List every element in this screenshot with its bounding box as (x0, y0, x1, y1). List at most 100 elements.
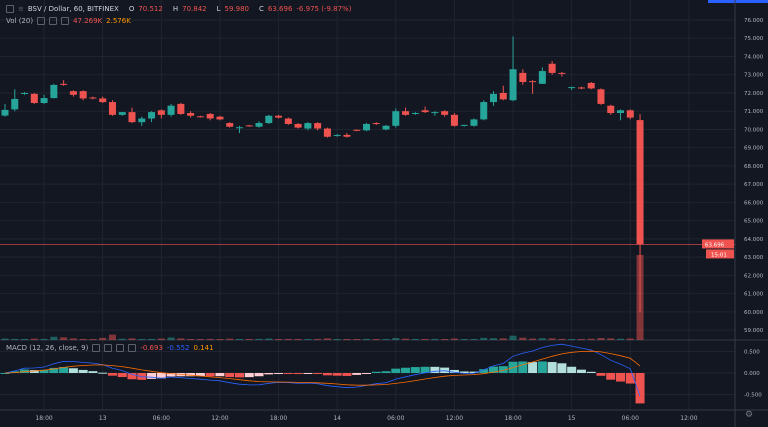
close-icon[interactable] (61, 17, 70, 25)
candle-body (148, 112, 156, 119)
volume-bar (617, 338, 625, 340)
candle-body (235, 127, 243, 129)
open-value: 70.512 (138, 5, 163, 13)
macd-histogram-bar (78, 369, 88, 373)
macd-histogram-bar (244, 373, 254, 378)
candle-body (490, 93, 497, 103)
candle-body (353, 129, 361, 131)
candle-body (617, 110, 625, 114)
volume-bar (411, 339, 419, 340)
macd-histogram-bar (195, 373, 205, 377)
volume-title[interactable]: Vol (20) (6, 17, 34, 25)
volume-bar (216, 339, 224, 340)
candle-body (314, 123, 322, 129)
candle-body (40, 98, 48, 103)
macd-histogram-bar (313, 373, 323, 374)
volume-bar (1, 338, 9, 340)
macd-histogram-bar (254, 373, 264, 377)
macd-histogram-bar (371, 371, 381, 373)
minus-square-icon[interactable] (6, 5, 14, 13)
volume-bar (333, 339, 341, 340)
volume-bar (568, 339, 576, 340)
candle-body (196, 116, 204, 118)
macd-histogram-bar (420, 366, 430, 373)
candle-body (128, 112, 136, 123)
candle-body (216, 116, 224, 120)
macd-histogram-bar (479, 369, 489, 373)
high-label: H (172, 5, 179, 13)
candle-body (392, 111, 400, 126)
macd-histogram-bar (39, 369, 49, 373)
close-icon[interactable] (128, 344, 137, 352)
candle-body (343, 134, 351, 137)
signal-line (4, 350, 641, 386)
current-price-badge (702, 239, 734, 249)
macd-histogram-bar (20, 369, 30, 373)
volume-bar (235, 339, 243, 340)
candle-body (577, 87, 585, 89)
candle-body (558, 72, 566, 74)
gear-icon[interactable]: ⚙ (745, 410, 754, 420)
open-label: O (128, 5, 135, 13)
candle-body (177, 103, 185, 114)
candle-body (519, 72, 527, 83)
top-toolbar-button[interactable] (708, 0, 768, 3)
macd-title[interactable]: MACD (12, 26, close, 9) (6, 344, 89, 352)
countdown-label: 15:01 (711, 252, 727, 258)
candle-body (275, 115, 283, 118)
macd-histogram-bar (205, 373, 215, 377)
candle-body (333, 134, 341, 136)
candle-body (470, 119, 478, 126)
candle-body (79, 91, 87, 99)
candle-body (529, 81, 537, 83)
change-value: -6.975 (-9.87%) (296, 5, 352, 13)
macd-histogram-bar (156, 373, 166, 379)
time-axis-label: 12:00 (211, 415, 228, 422)
volume-bar (470, 339, 478, 340)
candle-body (568, 87, 576, 89)
volume-bar (382, 339, 390, 340)
symbol-legend: ≡ BSV / Dollar, 60, BITFINEX O 70.512 H 70… (6, 5, 351, 13)
candle-body (304, 123, 312, 129)
macd-histogram-bar (586, 371, 596, 373)
price-axis-label: 65.000 (744, 219, 764, 225)
candle-body (411, 113, 419, 115)
macd-histogram-bar (498, 366, 508, 373)
symbol-title[interactable]: BSV / Dollar, 60, BITFINEX (27, 5, 119, 13)
candle-body (138, 118, 146, 123)
macd-histogram-bar (49, 367, 59, 373)
low-label: L (216, 5, 221, 13)
macd-histogram-bar (635, 373, 645, 404)
macd-histogram-bar (215, 373, 225, 377)
eye-icon[interactable] (37, 17, 46, 25)
candle-body (402, 111, 410, 115)
more-icon[interactable] (116, 344, 125, 352)
macd-histogram-bar (381, 371, 391, 373)
settings-icon[interactable] (49, 17, 58, 25)
volume-bar (529, 338, 537, 340)
candle-body (30, 93, 38, 103)
eye-icon[interactable] (92, 344, 101, 352)
volume-bar (587, 338, 595, 340)
macd-histogram-bar (361, 373, 371, 374)
volume-bar (490, 338, 497, 340)
list-icon[interactable]: ≡ (18, 5, 24, 13)
candle-body (108, 102, 116, 115)
volume-bar (519, 337, 527, 340)
close-label: C (259, 5, 264, 13)
volume-bar (538, 338, 546, 340)
volume-bar (187, 339, 195, 340)
candle-body (89, 97, 97, 99)
candle-body (294, 123, 302, 128)
price-axis-label: 71.000 (744, 109, 764, 115)
volume-bar (138, 339, 146, 340)
settings-icon[interactable] (104, 344, 113, 352)
volume-bar (577, 339, 585, 340)
price-axis-label: 64.000 (744, 237, 764, 243)
candle-body (626, 110, 634, 118)
time-axis-label: 12:00 (680, 415, 697, 422)
volume-bar (60, 337, 68, 340)
candle-body (509, 69, 517, 101)
candle-body (421, 110, 429, 113)
